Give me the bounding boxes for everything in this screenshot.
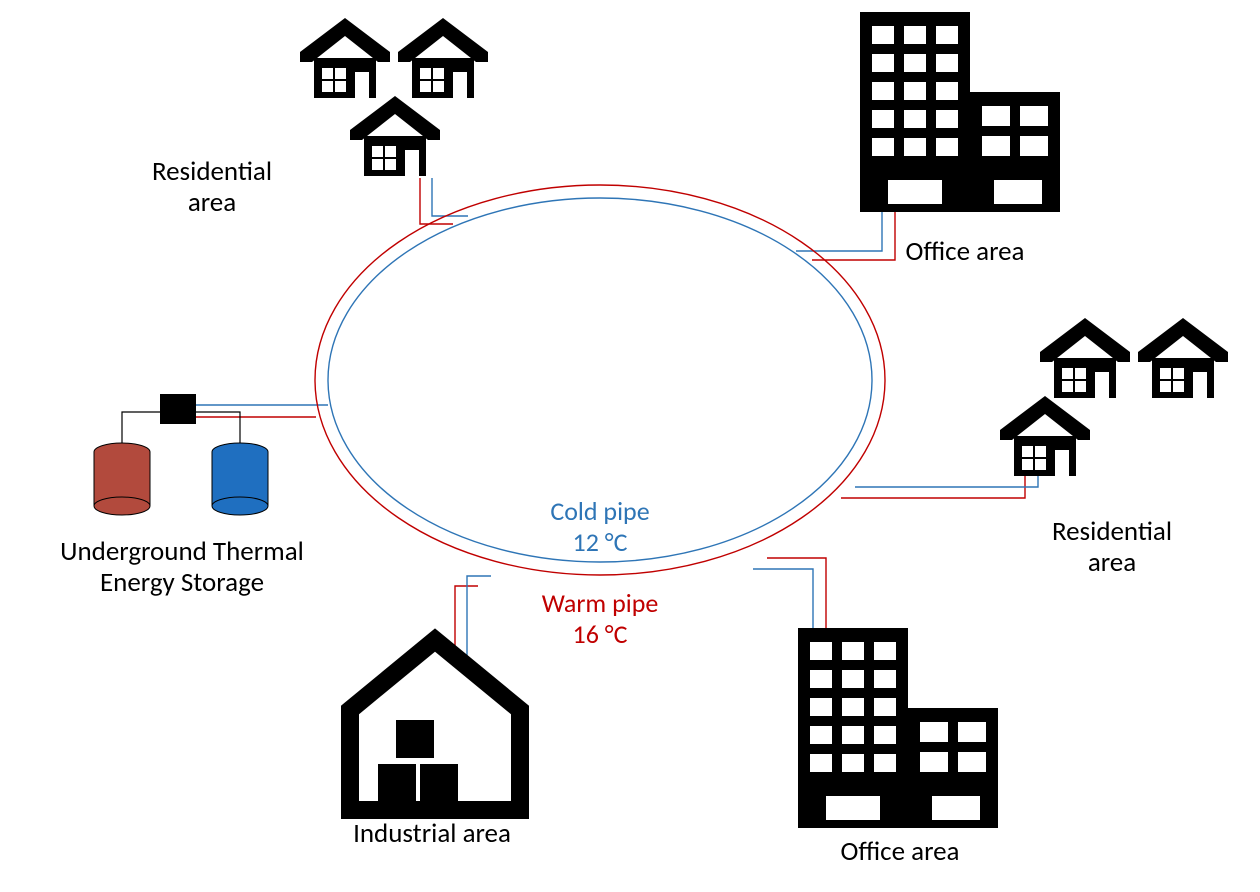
office-bottom-label: Office area xyxy=(841,835,960,868)
office-area-top-icon xyxy=(860,12,1060,212)
warm-pipe-temp: 16 °C xyxy=(573,618,628,650)
industrial-area-icon xyxy=(350,640,520,810)
warm-pipe-label: Warm pipe xyxy=(542,587,659,619)
industrial-label: Industrial area xyxy=(353,817,511,850)
residential-area-top-icon xyxy=(300,18,488,176)
cold-pipe-label: Cold pipe xyxy=(550,495,649,527)
utes-icon xyxy=(94,394,268,515)
residential-right-label-2: area xyxy=(1088,546,1136,579)
residential-top-label-2: area xyxy=(188,186,236,219)
office-area-bottom-icon xyxy=(798,628,998,828)
diagram-canvas: Cold pipe 12 °C Warm pipe 16 °C Resident… xyxy=(0,0,1260,892)
office-top-label: Office area xyxy=(906,235,1025,268)
utes-label-1: Underground Thermal xyxy=(60,535,304,568)
residential-right-label-1: Residential xyxy=(1052,515,1172,548)
residential-top-label-1: Residential xyxy=(152,155,272,188)
cold-pipe-temp: 12 °C xyxy=(573,526,628,558)
residential-area-right-icon xyxy=(1000,318,1228,476)
utes-label-2: Energy Storage xyxy=(100,566,264,599)
